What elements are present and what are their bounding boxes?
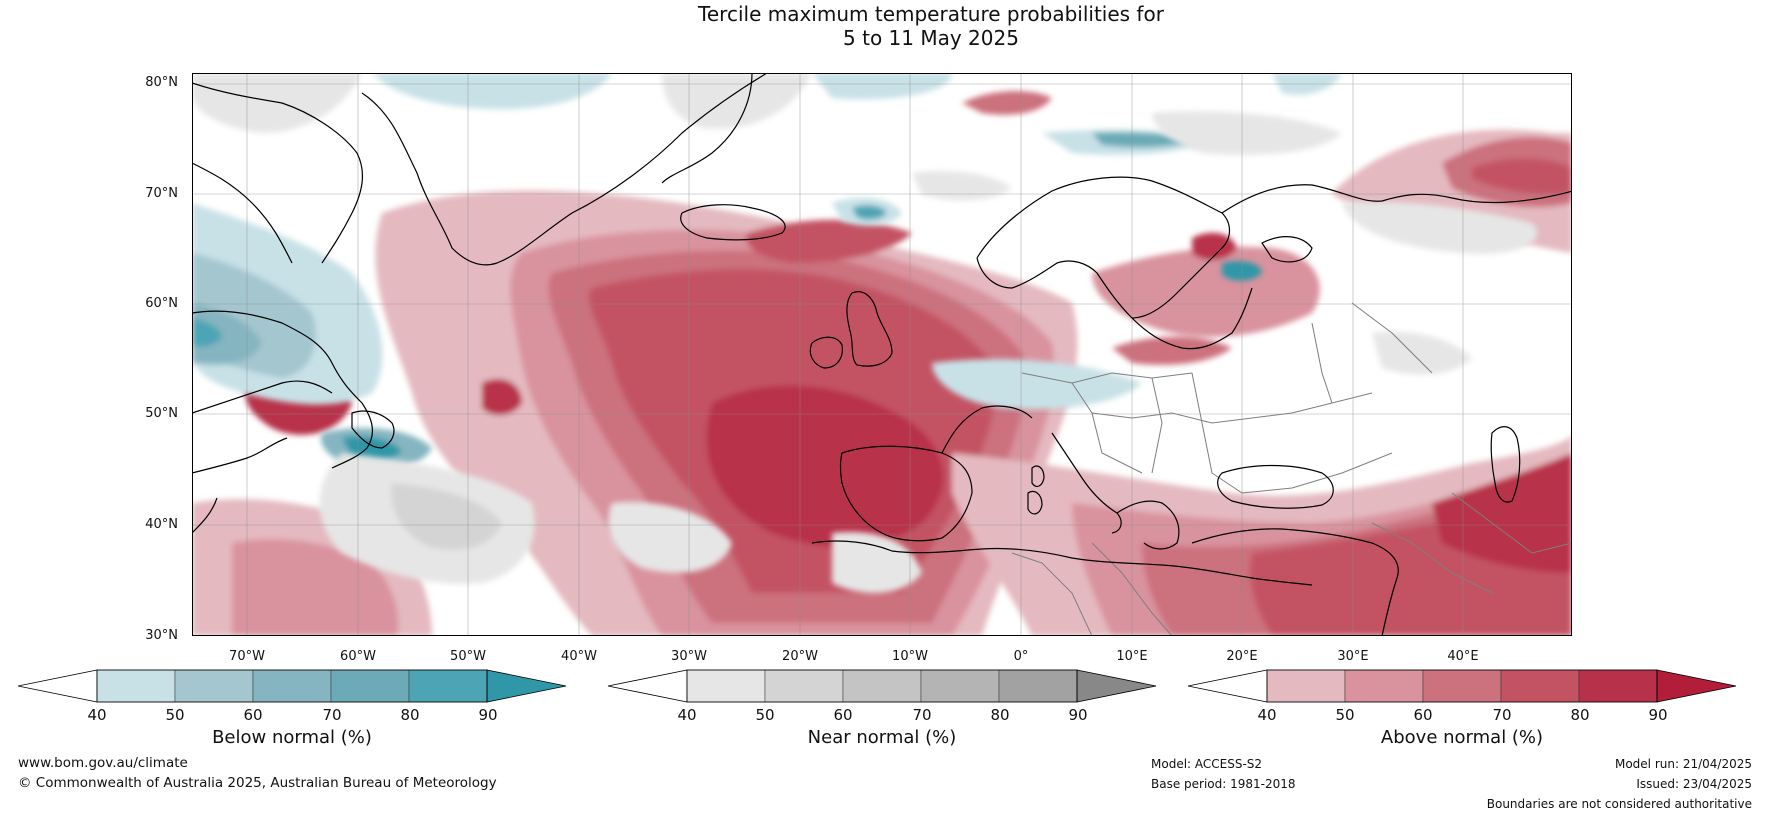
below-colorbar-segment-40-50 <box>96 669 176 703</box>
near-colorbar-segment-60-70 <box>842 669 922 703</box>
near-colorbar-outline <box>686 669 1078 703</box>
below-tick-90: 90 <box>478 706 498 724</box>
below-normal-label: Below normal (%) <box>212 727 372 748</box>
below-tick-70: 70 <box>322 706 342 724</box>
base-period-text: Base period: 1981-2018 <box>1151 777 1296 791</box>
above-tick-90: 90 <box>1648 706 1668 724</box>
near-tick-80: 80 <box>990 706 1010 724</box>
lon-label-20e: 20°E <box>1226 649 1258 664</box>
colorbar-above <box>1187 668 1738 704</box>
near-tick-90: 90 <box>1068 706 1088 724</box>
model-text: Model: ACCESS-S2 <box>1151 757 1263 771</box>
above-colorbar-low-extension <box>1187 669 1268 703</box>
near-colorbar-segment-80-90 <box>998 669 1078 703</box>
lon-label-30e: 30°E <box>1337 649 1369 664</box>
below-colorbar-segment-50-60 <box>174 669 254 703</box>
lon-label-10w: 10°W <box>892 649 928 664</box>
lat-label-50n: 50°N <box>145 406 178 421</box>
above-colorbar-segment-80-90 <box>1578 669 1658 703</box>
lat-label-40n: 40°N <box>145 517 178 532</box>
above-colorbar-segment-40-50 <box>1266 669 1346 703</box>
lon-label-50w: 50°W <box>450 649 486 664</box>
near-colorbar-segment-50-60 <box>764 669 844 703</box>
near-tick-50: 50 <box>755 706 775 724</box>
above-tick-40: 40 <box>1257 706 1277 724</box>
map-title: Tercile maximum temperature probabilitie… <box>0 2 1770 50</box>
above-normal-label: Above normal (%) <box>1380 727 1544 748</box>
website-link[interactable]: www.bom.gov.au/climate <box>18 755 188 771</box>
model-run-text: Model run: 21/04/2025 <box>1614 757 1752 771</box>
disclaimer-text: Boundaries are not considered authoritat… <box>1486 797 1752 811</box>
above-colorbar-segment-50-60 <box>1344 669 1424 703</box>
country-boundaries <box>1011 302 1572 636</box>
lat-label-60n: 60°N <box>145 296 178 311</box>
below-tick-40: 40 <box>87 706 107 724</box>
below-colorbar-low-extension <box>17 669 98 703</box>
below-colorbar-segment-70-80 <box>330 669 410 703</box>
above-tick-70: 70 <box>1492 706 1512 724</box>
lon-label-20w: 20°W <box>782 649 818 664</box>
lat-label-80n: 80°N <box>145 75 178 90</box>
colorbar-near <box>607 668 1158 704</box>
issued-text: Issued: 23/04/2025 <box>1636 777 1752 791</box>
above-tick-80: 80 <box>1570 706 1590 724</box>
above-colorbar-outline <box>1266 669 1658 703</box>
lon-label-70w: 70°W <box>229 649 265 664</box>
above-colorbar-segment-60-70 <box>1422 669 1502 703</box>
near-tick-60: 60 <box>833 706 853 724</box>
probability-map <box>192 73 1572 636</box>
lon-label-40e: 40°E <box>1447 649 1479 664</box>
near-tick-40: 40 <box>677 706 697 724</box>
near-tick-70: 70 <box>912 706 932 724</box>
lon-label-0: 0° <box>1013 649 1029 664</box>
near-colorbar-high-extension <box>1076 669 1157 703</box>
near-colorbar-low-extension <box>607 669 688 703</box>
below-colorbar-high-extension <box>486 669 567 703</box>
lat-label-70n: 70°N <box>145 186 178 201</box>
near-colorbar-segment-70-80 <box>920 669 1000 703</box>
graticule <box>192 73 1572 636</box>
above-colorbar-segment-70-80 <box>1500 669 1580 703</box>
above-tick-50: 50 <box>1335 706 1355 724</box>
above-colorbar-high-extension <box>1656 669 1737 703</box>
title-line-2: 5 to 11 May 2025 <box>843 26 1019 50</box>
near-normal-shading <box>192 73 1538 594</box>
title-line-1: Tercile maximum temperature probabilitie… <box>698 2 1164 26</box>
below-colorbar-outline <box>96 669 488 703</box>
above-normal-shading <box>192 91 1572 636</box>
lon-label-40w: 40°W <box>561 649 597 664</box>
below-tick-50: 50 <box>165 706 185 724</box>
below-tick-80: 80 <box>400 706 420 724</box>
lat-label-30n: 30°N <box>145 628 178 643</box>
lon-label-60w: 60°W <box>340 649 376 664</box>
above-tick-60: 60 <box>1413 706 1433 724</box>
map-frame <box>192 73 1572 636</box>
lon-label-10e: 10°E <box>1116 649 1148 664</box>
near-colorbar-segment-40-50 <box>686 669 766 703</box>
coastlines <box>192 73 1572 636</box>
colorbar-below <box>17 668 568 704</box>
below-colorbar-segment-80-90 <box>408 669 488 703</box>
below-colorbar-segment-60-70 <box>252 669 332 703</box>
below-tick-60: 60 <box>243 706 263 724</box>
lon-label-30w: 30°W <box>671 649 707 664</box>
copyright-text: © Commonwealth of Australia 2025, Austra… <box>18 775 497 791</box>
near-normal-label: Near normal (%) <box>807 727 957 748</box>
